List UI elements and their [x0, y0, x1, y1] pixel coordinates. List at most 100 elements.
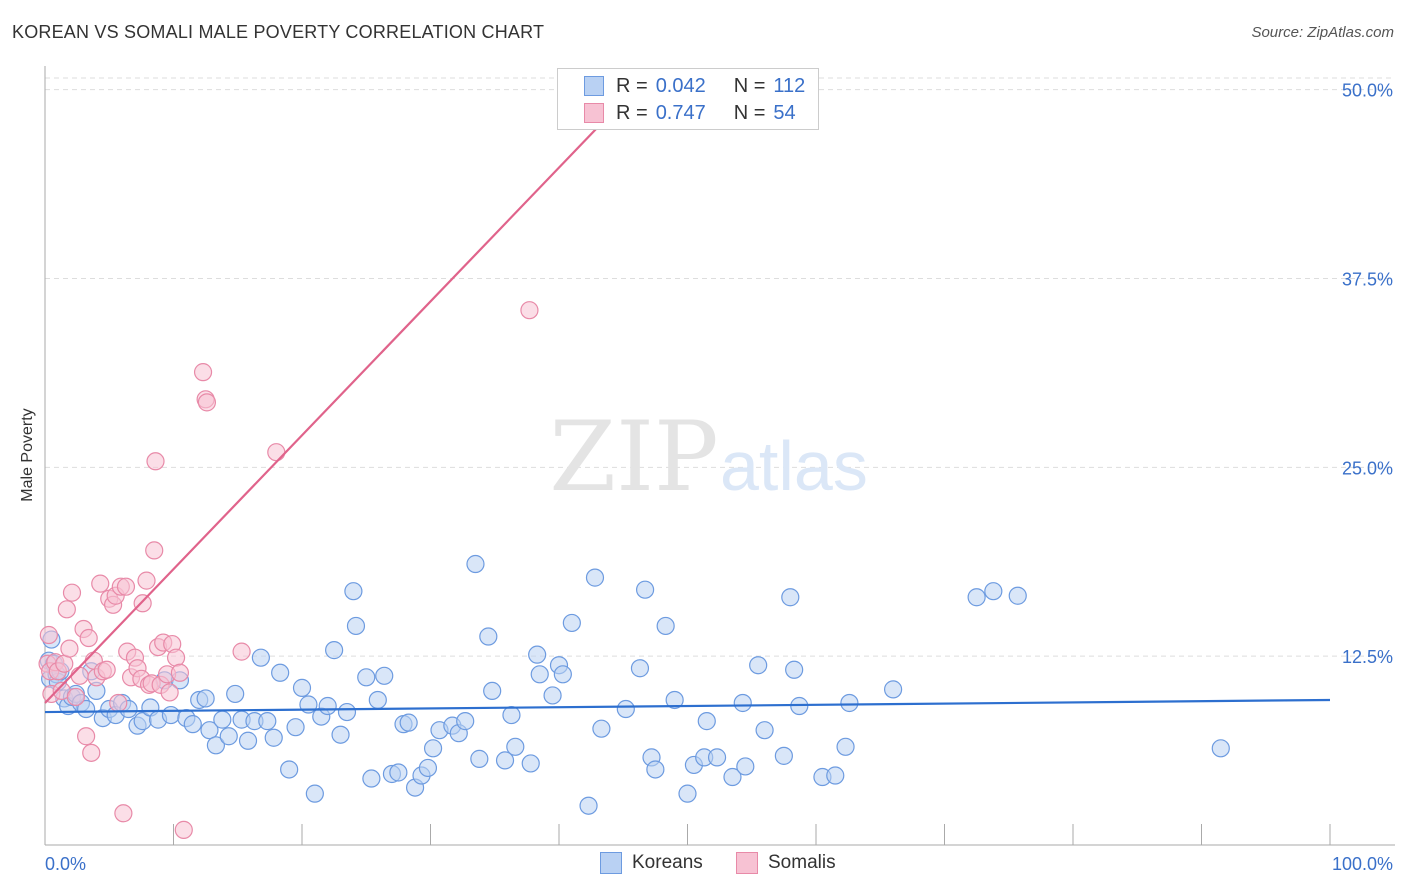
koreans-point-28[interactable]: [183, 715, 202, 734]
somalis-point-54[interactable]: [520, 301, 539, 320]
legend-item-koreans[interactable]: Koreans: [600, 852, 703, 874]
koreans-point-110[interactable]: [826, 766, 845, 785]
koreans-point-88[interactable]: [616, 699, 635, 719]
somalis-point-11[interactable]: [66, 687, 85, 707]
somalis-point-39[interactable]: [146, 452, 165, 471]
koreans-point-56[interactable]: [362, 769, 381, 788]
koreans-point-37[interactable]: [238, 731, 258, 750]
koreans-point-102[interactable]: [736, 757, 755, 776]
somalis-point-38[interactable]: [145, 541, 164, 560]
koreans-point-81[interactable]: [543, 686, 562, 705]
koreans-point-85[interactable]: [579, 796, 598, 815]
koreans-point-90[interactable]: [635, 580, 655, 599]
somalis-point-8[interactable]: [57, 600, 76, 619]
somalis-point-28[interactable]: [116, 577, 136, 596]
koreans-point-70[interactable]: [456, 712, 475, 731]
somalis-point-35[interactable]: [137, 571, 156, 590]
somalis-point-14[interactable]: [77, 727, 96, 746]
koreans-point-44[interactable]: [286, 718, 305, 737]
koreans-point-53[interactable]: [344, 582, 363, 601]
koreans-point-112[interactable]: [840, 693, 859, 713]
koreans-point-106[interactable]: [781, 588, 800, 607]
koreans-point-57[interactable]: [368, 690, 387, 710]
koreans-point-50[interactable]: [325, 641, 344, 660]
koreans-point-31[interactable]: [200, 721, 219, 740]
koreans-point-84[interactable]: [562, 613, 581, 633]
koreans-point-40[interactable]: [258, 712, 277, 731]
koreans-point-98[interactable]: [697, 712, 716, 731]
koreans-point-41[interactable]: [264, 728, 283, 747]
koreans-point-52[interactable]: [337, 702, 357, 722]
koreans-point-54[interactable]: [346, 616, 366, 636]
koreans-point-78[interactable]: [521, 754, 540, 773]
koreans-point-72[interactable]: [470, 749, 489, 768]
somalis-point-12[interactable]: [70, 666, 89, 685]
koreans-point-75[interactable]: [495, 751, 515, 770]
koreans-point-93[interactable]: [656, 616, 675, 636]
koreans-point-83[interactable]: [553, 665, 572, 684]
koreans-point-47[interactable]: [305, 784, 324, 803]
koreans-point-71[interactable]: [466, 554, 485, 574]
somalis-point-10[interactable]: [62, 583, 82, 602]
somalis-point-48[interactable]: [174, 820, 193, 839]
somalis-point-51[interactable]: [197, 393, 217, 412]
koreans-point-87[interactable]: [592, 719, 611, 738]
somalis-point-49[interactable]: [193, 363, 213, 382]
koreans-point-73[interactable]: [479, 627, 498, 646]
somalis-point-53[interactable]: [267, 443, 286, 462]
somalis-point-46[interactable]: [166, 648, 186, 667]
somalis-point-15[interactable]: [79, 628, 98, 648]
koreans-point-92[interactable]: [646, 760, 665, 779]
somalis-point-34[interactable]: [133, 594, 152, 613]
koreans-point-42[interactable]: [271, 663, 290, 682]
koreans-point-33[interactable]: [213, 710, 232, 729]
koreans-point-99[interactable]: [707, 748, 727, 767]
koreans-point-65[interactable]: [418, 758, 438, 778]
koreans-point-45[interactable]: [292, 678, 312, 697]
koreans-point-32[interactable]: [206, 736, 226, 755]
koreans-point-55[interactable]: [357, 668, 376, 687]
koreans-point-117[interactable]: [1211, 739, 1230, 758]
koreans-point-103[interactable]: [749, 656, 768, 675]
koreans-point-105[interactable]: [774, 746, 793, 765]
koreans-point-95[interactable]: [678, 784, 697, 803]
koreans-point-111[interactable]: [836, 737, 855, 756]
koreans-point-74[interactable]: [483, 681, 502, 701]
somalis-point-21[interactable]: [97, 660, 116, 679]
koreans-point-80[interactable]: [530, 665, 549, 684]
koreans-point-114[interactable]: [967, 588, 986, 607]
legend-item-somalis[interactable]: Somalis: [736, 852, 836, 874]
koreans-point-25[interactable]: [161, 705, 181, 725]
koreans-point-107[interactable]: [785, 660, 804, 679]
koreans-point-94[interactable]: [665, 690, 684, 710]
koreans-point-100[interactable]: [723, 767, 742, 787]
koreans-point-43[interactable]: [280, 760, 299, 779]
koreans-point-39[interactable]: [251, 648, 270, 667]
koreans-point-101[interactable]: [733, 693, 752, 713]
somalis-point-52[interactable]: [232, 642, 251, 661]
somalis-point-44[interactable]: [160, 683, 179, 702]
koreans-point-104[interactable]: [755, 721, 774, 740]
somalis-point-9[interactable]: [60, 639, 79, 658]
koreans-point-113[interactable]: [883, 680, 903, 699]
somalis-point-25[interactable]: [109, 693, 128, 713]
somalis-point-19[interactable]: [91, 574, 110, 593]
koreans-point-62[interactable]: [399, 713, 418, 732]
somalis-point-1[interactable]: [39, 625, 58, 645]
koreans-point-49[interactable]: [318, 696, 337, 716]
koreans-point-79[interactable]: [528, 645, 547, 664]
koreans-point-76[interactable]: [502, 705, 521, 725]
koreans-point-34[interactable]: [219, 727, 238, 746]
somalis-point-27[interactable]: [114, 804, 133, 823]
koreans-point-51[interactable]: [331, 725, 350, 744]
koreans-point-60[interactable]: [389, 763, 408, 782]
koreans-point-77[interactable]: [506, 737, 525, 756]
koreans-point-66[interactable]: [423, 739, 443, 758]
koreans-point-89[interactable]: [630, 659, 650, 678]
koreans-point-35[interactable]: [226, 684, 245, 704]
somalis-point-47[interactable]: [170, 663, 190, 682]
koreans-point-12[interactable]: [77, 699, 96, 719]
somalis-point-16[interactable]: [82, 743, 101, 762]
koreans-point-30[interactable]: [196, 689, 215, 708]
somalis-point-7[interactable]: [55, 654, 74, 673]
